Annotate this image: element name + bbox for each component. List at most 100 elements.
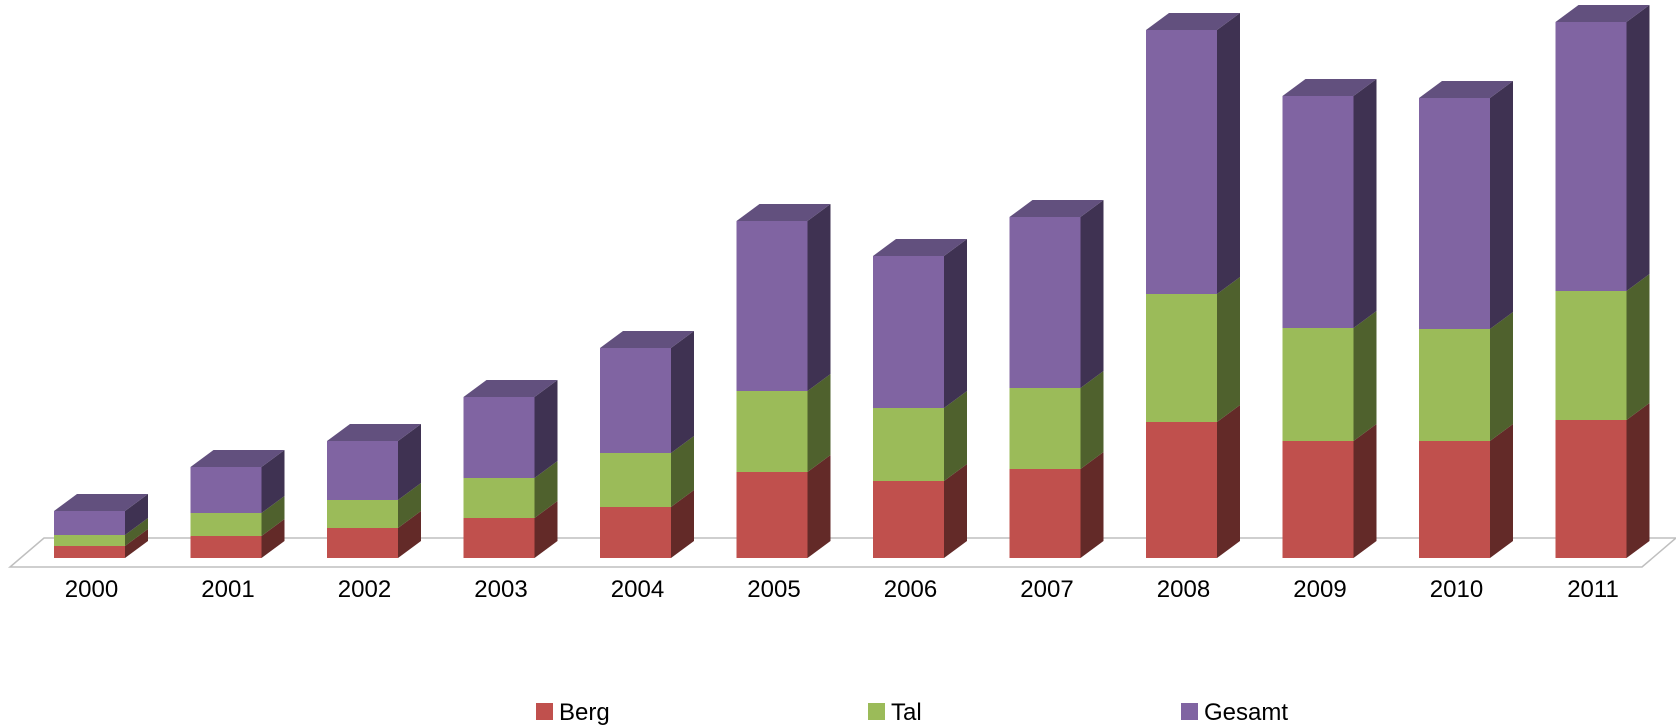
legend-item-tal: Tal xyxy=(868,699,922,726)
bar-berg-2001-side xyxy=(261,519,285,558)
legend-swatch-tal xyxy=(868,703,885,720)
bar-berg-2004-side xyxy=(671,490,694,558)
bar-top-2003 xyxy=(463,380,558,397)
bar-berg-2011-side xyxy=(1626,403,1650,558)
x-tick-label-2001: 2001 xyxy=(201,576,254,603)
bar-gesamt-2004-side xyxy=(671,331,694,453)
bar-stack-2010 xyxy=(1419,81,1513,558)
legend-swatch-berg xyxy=(536,703,553,720)
bar-berg-2002 xyxy=(327,528,398,558)
x-tick-label-2008: 2008 xyxy=(1157,576,1210,603)
bar-gesamt-2011 xyxy=(1555,22,1627,291)
legend-swatch-gesamt xyxy=(1181,703,1198,720)
bar-top-2006 xyxy=(873,239,967,256)
bar-berg-2010-side xyxy=(1490,424,1513,558)
bar-stack-2006 xyxy=(873,239,967,558)
bar-berg-2009 xyxy=(1282,441,1354,558)
bar-berg-2005-side xyxy=(807,455,831,558)
bar-gesamt-2010-side xyxy=(1490,81,1513,329)
bar-tal-2011-side xyxy=(1626,274,1650,420)
bar-tal-2007-side xyxy=(1080,371,1104,469)
bar-top-2000 xyxy=(54,494,148,511)
x-tick-label-2002: 2002 xyxy=(338,576,391,603)
bar-berg-2007 xyxy=(1009,469,1081,558)
bar-berg-2010 xyxy=(1419,441,1490,558)
legend-item-berg: Berg xyxy=(536,699,610,726)
bar-gesamt-2000 xyxy=(54,511,125,535)
x-tick-label-2003: 2003 xyxy=(474,576,527,603)
bar-gesamt-2003-side xyxy=(534,380,558,478)
bar-gesamt-2011-side xyxy=(1626,5,1650,291)
chart-floor xyxy=(7,537,1676,568)
bar-gesamt-2009 xyxy=(1282,96,1354,328)
bar-gesamt-2005-side xyxy=(807,204,831,391)
bar-tal-2001-side xyxy=(261,496,285,536)
bar-berg-2004 xyxy=(600,507,671,558)
bar-stack-2002 xyxy=(327,424,421,558)
bar-top-2004 xyxy=(600,331,694,348)
x-tick-label-2000: 2000 xyxy=(65,576,118,603)
bar-berg-2001 xyxy=(190,536,262,558)
bar-tal-2004-side xyxy=(671,436,694,507)
bar-berg-2006 xyxy=(873,481,944,558)
x-tick-label-2009: 2009 xyxy=(1293,576,1346,603)
bar-gesamt-2008-side xyxy=(1217,13,1240,294)
bar-tal-2005-side xyxy=(807,374,831,472)
legend-item-gesamt: Gesamt xyxy=(1181,699,1288,726)
bar-gesamt-2000-side xyxy=(125,494,148,535)
bar-top-2002 xyxy=(327,424,421,441)
bar-tal-2003 xyxy=(463,478,535,518)
bar-top-2001 xyxy=(190,450,285,467)
bar-top-2010 xyxy=(1419,81,1513,98)
bar-tal-2006 xyxy=(873,408,944,481)
x-tick-label-2004: 2004 xyxy=(611,576,664,603)
bar-gesamt-2007 xyxy=(1009,217,1081,388)
bar-tal-2000 xyxy=(54,535,125,546)
bar-tal-2002-side xyxy=(398,483,421,528)
bar-berg-2009-side xyxy=(1353,424,1377,558)
bar-tal-2002 xyxy=(327,500,398,528)
legend: Berg Tal Gesamt xyxy=(536,699,1288,726)
bar-tal-2010-side xyxy=(1490,312,1513,441)
bar-stack-2009 xyxy=(1282,79,1377,558)
bar-tal-2003-side xyxy=(534,461,558,518)
x-tick-label-2006: 2006 xyxy=(884,576,937,603)
bars-layer xyxy=(54,5,1650,558)
bar-gesamt-2008 xyxy=(1146,30,1217,294)
bar-tal-2001 xyxy=(190,513,262,536)
bar-gesamt-2003 xyxy=(463,397,535,478)
bar-berg-2007-side xyxy=(1080,452,1104,558)
bar-gesamt-2006 xyxy=(873,256,944,408)
bar-berg-2008-side xyxy=(1217,405,1240,558)
bar-tal-2008-side xyxy=(1217,277,1240,422)
bar-stack-2001 xyxy=(190,450,285,558)
bar-stack-2003 xyxy=(463,380,558,558)
bar-gesamt-2004 xyxy=(600,348,671,453)
legend-label-berg: Berg xyxy=(559,699,610,726)
bar-tal-2008 xyxy=(1146,294,1217,422)
bar-berg-2008 xyxy=(1146,422,1217,558)
bar-tal-2009 xyxy=(1282,328,1354,441)
bar-tal-2005 xyxy=(736,391,808,472)
bar-top-2008 xyxy=(1146,13,1240,30)
bar-stack-2007 xyxy=(1009,200,1104,558)
bar-berg-2011 xyxy=(1555,420,1627,558)
bar-tal-2009-side xyxy=(1353,311,1377,441)
x-tick-label-2010: 2010 xyxy=(1430,576,1483,603)
bar-berg-2002-side xyxy=(398,511,421,558)
bar-gesamt-2009-side xyxy=(1353,79,1377,328)
bar-berg-2006-side xyxy=(944,464,967,558)
legend-label-gesamt: Gesamt xyxy=(1204,699,1288,726)
bar-top-2011 xyxy=(1555,5,1650,22)
bar-gesamt-2002 xyxy=(327,441,398,500)
x-tick-label-2011: 2011 xyxy=(1567,576,1619,603)
legend-label-tal: Tal xyxy=(891,699,922,726)
bar-gesamt-2006-side xyxy=(944,239,967,408)
bar-stack-2005 xyxy=(736,204,831,558)
bar-tal-2010 xyxy=(1419,329,1490,441)
bar-stack-2000 xyxy=(54,494,148,558)
bar-berg-2003-side xyxy=(534,501,558,558)
bar-stack-2004 xyxy=(600,331,694,558)
x-tick-label-2007: 2007 xyxy=(1020,576,1073,603)
